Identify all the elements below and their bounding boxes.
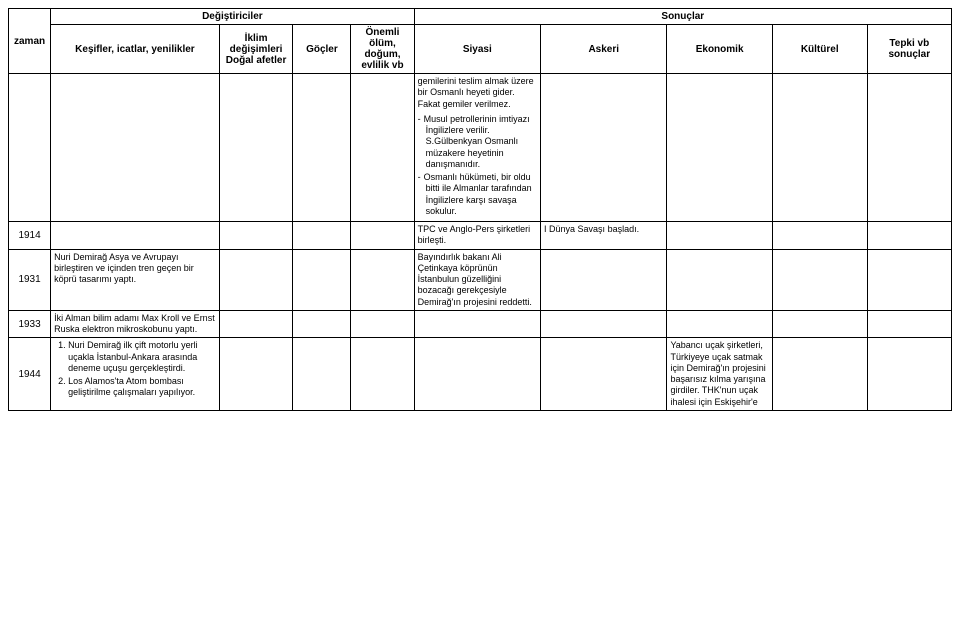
siyasi-bullet: Osmanlı hükümeti, bir oldu bitti ile Alm… bbox=[418, 172, 537, 217]
header-gocler: Göçler bbox=[293, 25, 351, 74]
cell-gocler bbox=[293, 249, 351, 310]
cell-tepki bbox=[867, 222, 951, 250]
table-row: 1914 TPC ve Anglo-Pers şirketleri birleş… bbox=[9, 222, 952, 250]
history-table: zaman Değiştiriciler Sonuçlar Keşifler, … bbox=[8, 8, 952, 411]
cell-kesif bbox=[51, 74, 220, 222]
cell-year: 1914 bbox=[9, 222, 51, 250]
cell-iklim bbox=[219, 74, 293, 222]
cell-year bbox=[9, 74, 51, 222]
siyasi-paragraph: gemilerini teslim almak üzere bir Osmanl… bbox=[418, 76, 537, 110]
cell-gocler bbox=[293, 310, 351, 338]
cell-iklim bbox=[219, 249, 293, 310]
kesif-item: Nuri Demirağ ilk çift motorlu yerli uçak… bbox=[68, 340, 216, 374]
cell-tepki bbox=[867, 74, 951, 222]
table-row: 1933 İki Alman bilim adamı Max Kroll ve … bbox=[9, 310, 952, 338]
cell-askeri bbox=[541, 338, 667, 411]
cell-year: 1931 bbox=[9, 249, 51, 310]
header-zaman: zaman bbox=[9, 9, 51, 74]
cell-year: 1933 bbox=[9, 310, 51, 338]
header-kulturel: Kültürel bbox=[772, 25, 867, 74]
header-iklim: İklim değişimleri Doğal afetler bbox=[219, 25, 293, 74]
header-kesif: Keşifler, icatlar, yenilikler bbox=[51, 25, 220, 74]
cell-onemli bbox=[351, 74, 414, 222]
cell-iklim bbox=[219, 310, 293, 338]
cell-askeri: I Dünya Savaşı başladı. bbox=[541, 222, 667, 250]
cell-gocler bbox=[293, 74, 351, 222]
header-askeri: Askeri bbox=[541, 25, 667, 74]
cell-year: 1944 bbox=[9, 338, 51, 411]
cell-ekonomik bbox=[667, 74, 772, 222]
header-group-degistiriciler: Değiştiriciler bbox=[51, 9, 414, 25]
header-group-sonuclar: Sonuçlar bbox=[414, 9, 951, 25]
header-siyasi: Siyasi bbox=[414, 25, 540, 74]
cell-kulturel bbox=[772, 249, 867, 310]
cell-onemli bbox=[351, 249, 414, 310]
cell-onemli bbox=[351, 310, 414, 338]
cell-tepki bbox=[867, 338, 951, 411]
cell-tepki bbox=[867, 310, 951, 338]
cell-ekonomik bbox=[667, 222, 772, 250]
cell-tepki bbox=[867, 249, 951, 310]
cell-askeri bbox=[541, 74, 667, 222]
cell-kulturel bbox=[772, 74, 867, 222]
cell-kesif: İki Alman bilim adamı Max Kroll ve Ernst… bbox=[51, 310, 220, 338]
header-onemli: Önemli ölüm, doğum, evlilik vb bbox=[351, 25, 414, 74]
table-row: 1931 Nuri Demirağ Asya ve Avrupayı birle… bbox=[9, 249, 952, 310]
cell-askeri bbox=[541, 310, 667, 338]
cell-onemli bbox=[351, 338, 414, 411]
cell-kesif: Nuri Demirağ ilk çift motorlu yerli uçak… bbox=[51, 338, 220, 411]
cell-ekonomik bbox=[667, 310, 772, 338]
kesif-item: Los Alamos'ta Atom bombası geliştirilme … bbox=[68, 376, 216, 399]
cell-kulturel bbox=[772, 338, 867, 411]
cell-siyasi: Bayındırlık bakanı Ali Çetinkaya köprünü… bbox=[414, 249, 540, 310]
cell-gocler bbox=[293, 338, 351, 411]
table-row: gemilerini teslim almak üzere bir Osmanl… bbox=[9, 74, 952, 222]
cell-gocler bbox=[293, 222, 351, 250]
table-row: 1944 Nuri Demirağ ilk çift motorlu yerli… bbox=[9, 338, 952, 411]
header-tepki: Tepki vb sonuçlar bbox=[867, 25, 951, 74]
header-ekonomik: Ekonomik bbox=[667, 25, 772, 74]
siyasi-bullet: Musul petrollerinin imtiyazı İngilizlere… bbox=[418, 114, 537, 170]
cell-siyasi: gemilerini teslim almak üzere bir Osmanl… bbox=[414, 74, 540, 222]
cell-iklim bbox=[219, 338, 293, 411]
cell-kulturel bbox=[772, 310, 867, 338]
cell-ekonomik bbox=[667, 249, 772, 310]
cell-iklim bbox=[219, 222, 293, 250]
cell-kesif bbox=[51, 222, 220, 250]
cell-onemli bbox=[351, 222, 414, 250]
cell-kesif: Nuri Demirağ Asya ve Avrupayı birleştire… bbox=[51, 249, 220, 310]
cell-ekonomik: Yabancı uçak şirketleri, Türkiyeye uçak … bbox=[667, 338, 772, 411]
cell-siyasi bbox=[414, 338, 540, 411]
cell-askeri bbox=[541, 249, 667, 310]
cell-kulturel bbox=[772, 222, 867, 250]
cell-siyasi: TPC ve Anglo-Pers şirketleri birleşti. bbox=[414, 222, 540, 250]
cell-siyasi bbox=[414, 310, 540, 338]
